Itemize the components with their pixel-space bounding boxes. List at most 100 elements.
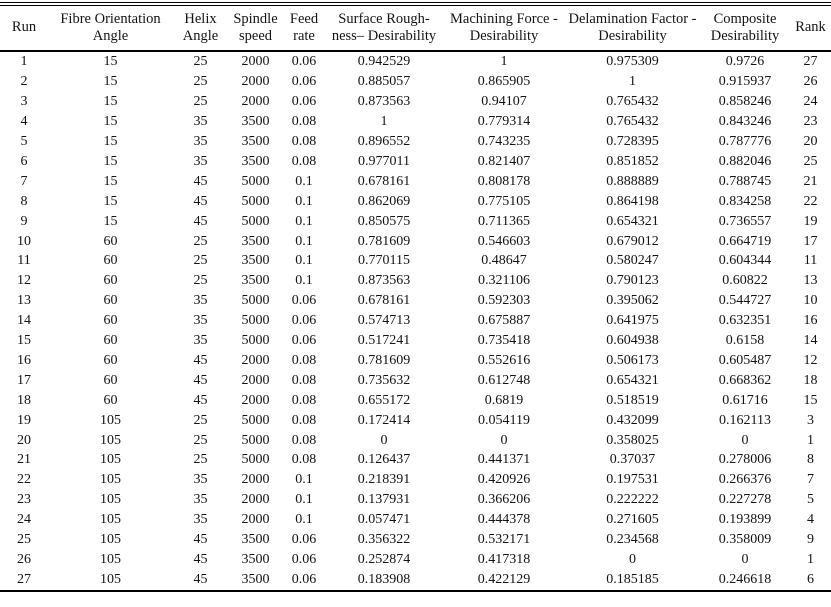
table-row: 11 60 25 3500 0.1 0.770115 0.48647 0.580247 0.60…: [0, 251, 831, 271]
cell-spindle-speed: 2000: [241, 54, 270, 70]
cell-run: 2: [20, 74, 28, 90]
cell-feed-rate: 0.08: [291, 352, 317, 368]
cell-feed-rate: 0.1: [295, 213, 313, 229]
table-row: 27 105 45 3500 0.06 0.183908 0.422129 0.185185 0…: [0, 570, 831, 591]
cell-rank: 20: [803, 133, 818, 149]
cell-feed-rate: 0.1: [295, 512, 313, 528]
cell-machining-force-desirability: 0.054119: [478, 412, 530, 428]
cell-machining-force-desirability: 0.612748: [477, 372, 531, 388]
cell-fibre-orientation-angle: 105: [100, 552, 121, 567]
cell-surface-roughness-desirability: 0.862069: [357, 193, 411, 209]
cell-rank: 14: [803, 333, 818, 349]
cell-surface-roughness-desirability: 0.873563: [357, 94, 411, 110]
cell-run: 24: [17, 512, 31, 528]
table-row: 24 105 35 2000 0.1 0.057471 0.444378 0.271605 0.…: [0, 510, 831, 530]
table-row: 19 105 25 5000 0.08 0.172414 0.054119 0.432099 0…: [0, 411, 831, 431]
cell-spindle-speed: 2000: [241, 94, 270, 110]
column-header-fibre-orientation-angle: Fibre Orientation Angle: [48, 4, 173, 53]
cell-delamination-factor-desirability: 0.37037: [609, 452, 656, 468]
table-row: 18 60 45 2000 0.08 0.655172 0.6819 0.518519 0.61…: [0, 391, 831, 411]
cell-helix-angle: 45: [193, 392, 208, 408]
cell-rank: 15: [803, 392, 818, 408]
column-header-feed-rate: Feed rate: [283, 4, 325, 53]
cell-feed-rate: 0.06: [291, 74, 317, 90]
table-row: 10 60 25 3500 0.1 0.781609 0.546603 0.679012 0.6…: [0, 232, 831, 252]
cell-spindle-speed: 3500: [241, 153, 270, 169]
cell-composite-desirability: 0.278006: [718, 452, 772, 468]
table-row: 8 15 45 5000 0.1 0.862069 0.775105 0.864198 0.83…: [0, 192, 831, 212]
cell-composite-desirability: 0.266376: [718, 472, 772, 488]
table-row: 16 60 45 2000 0.08 0.781609 0.552616 0.506173 0.…: [0, 351, 831, 371]
cell-spindle-speed: 2000: [241, 512, 270, 528]
cell-run: 6: [20, 153, 28, 169]
cell-run: 16: [17, 352, 31, 368]
table-header-row: Run Fibre Orientation Angle Helix Angle Spi…: [0, 4, 831, 53]
cell-fibre-orientation-angle: 60: [103, 293, 118, 309]
cell-machining-force-desirability: 0.552616: [477, 352, 531, 368]
cell-rank: 11: [803, 253, 818, 269]
cell-spindle-speed: 2000: [241, 472, 270, 488]
cell-machining-force-desirability: 0.808178: [477, 173, 531, 189]
cell-feed-rate: 0.06: [291, 532, 317, 548]
cell-surface-roughness-desirability: 0.172414: [357, 412, 411, 428]
cell-fibre-orientation-angle: 15: [103, 74, 118, 90]
cell-helix-angle: 35: [193, 512, 208, 528]
table-row: 7 15 45 5000 0.1 0.678161 0.808178 0.888889 0.78…: [0, 172, 831, 192]
cell-composite-desirability: 0: [741, 432, 749, 448]
cell-surface-roughness-desirability: 0.850575: [357, 213, 411, 229]
cell-composite-desirability: 0.246618: [718, 571, 772, 587]
cell-run: 27: [17, 571, 31, 587]
column-header-machining-force-desirability: Machining Force - Desirability: [443, 4, 565, 53]
cell-surface-roughness-desirability: 0.873563: [357, 273, 411, 289]
cell-surface-roughness-desirability: 0.896552: [357, 133, 411, 149]
cell-spindle-speed: 3500: [241, 233, 270, 249]
cell-run: 15: [17, 333, 31, 349]
cell-fibre-orientation-angle: 105: [100, 412, 121, 428]
cell-spindle-speed: 5000: [241, 412, 270, 428]
cell-rank: 24: [803, 94, 818, 110]
cell-helix-angle: 35: [193, 313, 208, 329]
cell-rank: 1: [807, 552, 814, 567]
cell-rank: 25: [803, 153, 818, 169]
cell-delamination-factor-desirability: 0.654321: [606, 213, 659, 229]
cell-delamination-factor-desirability: 0.765432: [606, 94, 659, 110]
cell-helix-angle: 25: [193, 253, 208, 269]
table-row: 4 15 35 3500 0.08 1 0.779314 0.765432 0.843246 23: [0, 112, 831, 132]
cell-machining-force-desirability: 0.321106: [478, 273, 530, 289]
cell-spindle-speed: 3500: [241, 253, 270, 269]
table-row: 17 60 45 2000 0.08 0.735632 0.612748 0.654321 0.…: [0, 371, 831, 391]
cell-composite-desirability: 0.61716: [722, 392, 768, 408]
cell-composite-desirability: 0.788745: [718, 173, 772, 189]
cell-run: 19: [17, 412, 31, 428]
cell-composite-desirability: 0.60822: [722, 273, 768, 289]
cell-machining-force-desirability: 0.48647: [481, 253, 527, 269]
cell-delamination-factor-desirability: 0.604938: [606, 333, 659, 349]
cell-feed-rate: 0.1: [295, 253, 313, 269]
column-header-helix-angle: Helix Angle: [173, 4, 228, 53]
cell-helix-angle: 25: [193, 452, 208, 468]
cell-surface-roughness-desirability: 0.781609: [357, 233, 411, 249]
cell-surface-roughness-desirability: 0: [380, 432, 388, 448]
cell-spindle-speed: 5000: [241, 293, 270, 309]
cell-spindle-speed: 2000: [241, 492, 270, 508]
cell-helix-angle: 25: [193, 273, 208, 289]
cell-run: 5: [20, 133, 28, 149]
cell-surface-roughness-desirability: 0.574713: [357, 313, 411, 329]
cell-machining-force-desirability: 0.532171: [477, 532, 531, 548]
cell-fibre-orientation-angle: 60: [103, 392, 118, 408]
cell-feed-rate: 0.06: [291, 333, 317, 349]
cell-feed-rate: 0.08: [291, 412, 317, 428]
cell-spindle-speed: 5000: [241, 333, 270, 349]
cell-composite-desirability: 0.787776: [718, 133, 772, 149]
cell-delamination-factor-desirability: 0.654321: [606, 372, 659, 388]
cell-delamination-factor-desirability: 0.888889: [606, 173, 659, 189]
table-row: 23 105 35 2000 0.1 0.137931 0.366206 0.222222 0.…: [0, 490, 831, 510]
cell-delamination-factor-desirability: 0.975309: [606, 54, 659, 70]
cell-composite-desirability: 0.605487: [718, 352, 772, 368]
cell-composite-desirability: 0.736557: [718, 213, 772, 229]
cell-run: 20: [17, 432, 31, 448]
cell-machining-force-desirability: 0.417318: [477, 552, 531, 567]
cell-fibre-orientation-angle: 60: [103, 372, 118, 388]
table-row: 22 105 35 2000 0.1 0.218391 0.420926 0.197531 0.…: [0, 470, 831, 490]
cell-fibre-orientation-angle: 60: [103, 253, 118, 269]
